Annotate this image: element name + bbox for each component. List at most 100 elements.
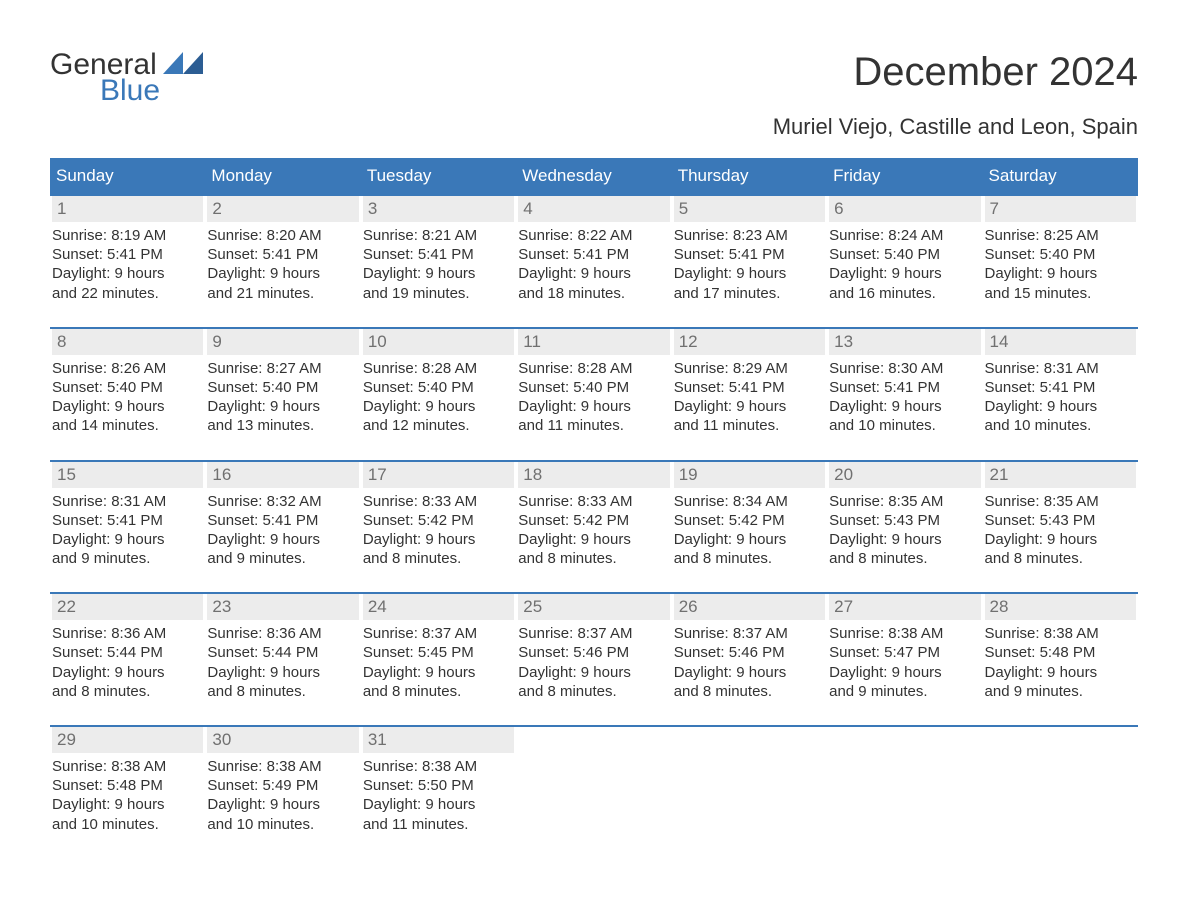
calendar-day: 2 Sunrise: 8:20 AMSunset: 5:41 PMDaylight… [205, 196, 360, 309]
calendar-day: 17Sunrise: 8:33 AMSunset: 5:42 PMDayligh… [361, 462, 516, 575]
day-info: Sunrise: 8:28 AMSunset: 5:40 PMDaylight:… [518, 359, 669, 436]
day-number: 8 [52, 329, 203, 355]
day-number: 31 [363, 727, 514, 753]
day-info: Sunrise: 8:37 AMSunset: 5:46 PMDaylight:… [674, 624, 825, 701]
day-number: 30 [207, 727, 358, 753]
calendar-day: . [827, 727, 982, 840]
day-of-week-label: Wednesday [516, 158, 671, 194]
day-info: Sunrise: 8:29 AMSunset: 5:41 PMDaylight:… [674, 359, 825, 436]
day-info: Sunrise: 8:31 AMSunset: 5:41 PMDaylight:… [985, 359, 1136, 436]
calendar-day: 6 Sunrise: 8:24 AMSunset: 5:40 PMDaylight… [827, 196, 982, 309]
calendar-day: 19 Sunrise: 8:34 AMSunset: 5:42 PMDayligh… [672, 462, 827, 575]
day-number: 17 [363, 462, 514, 488]
calendar-day: 28 Sunrise: 8:38 AMSunset: 5:48 PMDayligh… [983, 594, 1138, 707]
day-number: 16 [207, 462, 358, 488]
day-number: 19 [674, 462, 825, 488]
logo-text-blue: Blue [100, 76, 203, 106]
day-number: 22 [52, 594, 203, 620]
day-number: 13 [829, 329, 980, 355]
logo: General Blue [50, 50, 203, 106]
calendar-day: 4 Sunrise: 8:22 AMSunset: 5:41 PMDaylight… [516, 196, 671, 309]
calendar-week: 15 Sunrise: 8:31 AMSunset: 5:41 PMDayligh… [50, 460, 1138, 575]
day-info: Sunrise: 8:35 AMSunset: 5:43 PMDaylight:… [985, 492, 1136, 569]
day-number: 15 [52, 462, 203, 488]
day-info: Sunrise: 8:21 AMSunset: 5:41 PMDaylight:… [363, 226, 514, 303]
day-number: 24 [363, 594, 514, 620]
day-info: Sunrise: 8:37 AMSunset: 5:46 PMDaylight:… [518, 624, 669, 701]
day-number: 6 [829, 196, 980, 222]
day-number: 20 [829, 462, 980, 488]
day-info: Sunrise: 8:19 AMSunset: 5:41 PMDaylight:… [52, 226, 203, 303]
day-info: Sunrise: 8:33 AMSunset: 5:42 PMDaylight:… [518, 492, 669, 569]
day-info: Sunrise: 8:23 AMSunset: 5:41 PMDaylight:… [674, 226, 825, 303]
calendar-day: 22 Sunrise: 8:36 AMSunset: 5:44 PMDayligh… [50, 594, 205, 707]
calendar-day: 15 Sunrise: 8:31 AMSunset: 5:41 PMDayligh… [50, 462, 205, 575]
page-title: December 2024 [853, 50, 1138, 95]
calendar-week: 1Sunrise: 8:19 AMSunset: 5:41 PMDaylight… [50, 194, 1138, 309]
calendar-day: 24Sunrise: 8:37 AMSunset: 5:45 PMDayligh… [361, 594, 516, 707]
calendar-week: 8 Sunrise: 8:26 AMSunset: 5:40 PMDaylight… [50, 327, 1138, 442]
day-number: 14 [985, 329, 1136, 355]
day-info: Sunrise: 8:27 AMSunset: 5:40 PMDaylight:… [207, 359, 358, 436]
calendar-day: 26 Sunrise: 8:37 AMSunset: 5:46 PMDayligh… [672, 594, 827, 707]
calendar-day: 14 Sunrise: 8:31 AMSunset: 5:41 PMDayligh… [983, 329, 1138, 442]
calendar-day: . [672, 727, 827, 840]
calendar-day: 12 Sunrise: 8:29 AMSunset: 5:41 PMDayligh… [672, 329, 827, 442]
day-of-week-label: Thursday [672, 158, 827, 194]
calendar-day: 25 Sunrise: 8:37 AMSunset: 5:46 PMDayligh… [516, 594, 671, 707]
day-number: 29 [52, 727, 203, 753]
calendar-day: 21Sunrise: 8:35 AMSunset: 5:43 PMDayligh… [983, 462, 1138, 575]
location-subtitle: Muriel Viejo, Castille and Leon, Spain [50, 114, 1138, 140]
calendar-day: 7 Sunrise: 8:25 AMSunset: 5:40 PMDaylight… [983, 196, 1138, 309]
calendar-day: . [516, 727, 671, 840]
day-number: 2 [207, 196, 358, 222]
day-number: 3 [363, 196, 514, 222]
day-info: Sunrise: 8:36 AMSunset: 5:44 PMDaylight:… [52, 624, 203, 701]
calendar-day: 31 Sunrise: 8:38 AMSunset: 5:50 PMDayligh… [361, 727, 516, 840]
day-info: Sunrise: 8:25 AMSunset: 5:40 PMDaylight:… [985, 226, 1136, 303]
day-info: Sunrise: 8:35 AMSunset: 5:43 PMDaylight:… [829, 492, 980, 569]
day-info: Sunrise: 8:38 AMSunset: 5:47 PMDaylight:… [829, 624, 980, 701]
day-of-week-label: Friday [827, 158, 982, 194]
day-of-week-label: Monday [205, 158, 360, 194]
calendar-day: 5 Sunrise: 8:23 AMSunset: 5:41 PMDaylight… [672, 196, 827, 309]
day-info: Sunrise: 8:36 AMSunset: 5:44 PMDaylight:… [207, 624, 358, 701]
day-info: Sunrise: 8:32 AMSunset: 5:41 PMDaylight:… [207, 492, 358, 569]
calendar-day: 11 Sunrise: 8:28 AMSunset: 5:40 PMDayligh… [516, 329, 671, 442]
day-number: 26 [674, 594, 825, 620]
day-number: 23 [207, 594, 358, 620]
day-number: 27 [829, 594, 980, 620]
calendar-day: 8 Sunrise: 8:26 AMSunset: 5:40 PMDaylight… [50, 329, 205, 442]
calendar-day: 30 Sunrise: 8:38 AMSunset: 5:49 PMDayligh… [205, 727, 360, 840]
day-info: Sunrise: 8:38 AMSunset: 5:49 PMDaylight:… [207, 757, 358, 834]
day-number: 9 [207, 329, 358, 355]
day-number: 11 [518, 329, 669, 355]
day-number: 7 [985, 196, 1136, 222]
day-of-week-label: Sunday [50, 158, 205, 194]
day-of-week-header: SundayMondayTuesdayWednesdayThursdayFrid… [50, 158, 1138, 194]
day-info: Sunrise: 8:38 AMSunset: 5:50 PMDaylight:… [363, 757, 514, 834]
day-of-week-label: Tuesday [361, 158, 516, 194]
day-info: Sunrise: 8:31 AMSunset: 5:41 PMDaylight:… [52, 492, 203, 569]
day-number: 28 [985, 594, 1136, 620]
day-info: Sunrise: 8:26 AMSunset: 5:40 PMDaylight:… [52, 359, 203, 436]
calendar-week: 22Sunrise: 8:36 AMSunset: 5:44 PMDayligh… [50, 592, 1138, 707]
day-info: Sunrise: 8:20 AMSunset: 5:41 PMDaylight:… [207, 226, 358, 303]
day-info: Sunrise: 8:22 AMSunset: 5:41 PMDaylight:… [518, 226, 669, 303]
calendar-day: 23 Sunrise: 8:36 AMSunset: 5:44 PMDayligh… [205, 594, 360, 707]
day-info: Sunrise: 8:38 AMSunset: 5:48 PMDaylight:… [985, 624, 1136, 701]
day-info: Sunrise: 8:34 AMSunset: 5:42 PMDaylight:… [674, 492, 825, 569]
day-info: Sunrise: 8:28 AMSunset: 5:40 PMDaylight:… [363, 359, 514, 436]
day-number: 25 [518, 594, 669, 620]
day-number: 4 [518, 196, 669, 222]
day-info: Sunrise: 8:24 AMSunset: 5:40 PMDaylight:… [829, 226, 980, 303]
day-number: 5 [674, 196, 825, 222]
calendar-week: 29 Sunrise: 8:38 AMSunset: 5:48 PMDayligh… [50, 725, 1138, 840]
day-number: 10 [363, 329, 514, 355]
day-number: 12 [674, 329, 825, 355]
header: General Blue December 2024 [50, 50, 1138, 106]
calendar-day: 20 Sunrise: 8:35 AMSunset: 5:43 PMDayligh… [827, 462, 982, 575]
calendar-day: 18Sunrise: 8:33 AMSunset: 5:42 PMDayligh… [516, 462, 671, 575]
day-info: Sunrise: 8:38 AMSunset: 5:48 PMDaylight:… [52, 757, 203, 834]
calendar-day: 29 Sunrise: 8:38 AMSunset: 5:48 PMDayligh… [50, 727, 205, 840]
